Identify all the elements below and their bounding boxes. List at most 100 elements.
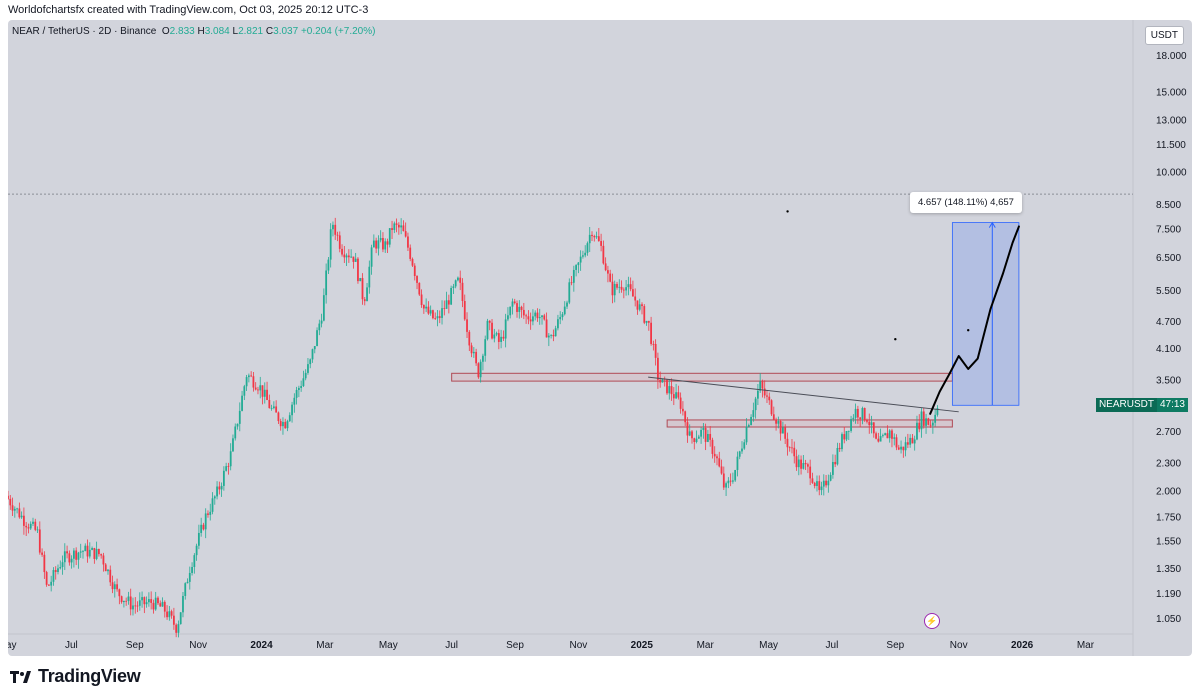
x-tick-label: May [759,640,778,651]
footer-logo[interactable]: TradingView [10,666,141,687]
candle-body [272,406,275,409]
candle-body [61,562,64,568]
candle-body [229,451,232,467]
candle-body [204,513,207,530]
candle-body [457,277,459,281]
candle-body [407,236,409,248]
candle-body [313,346,316,350]
candle-body [263,389,266,397]
candle-body [627,284,630,288]
price-range-measure-box [951,222,1020,406]
candle-body [286,421,289,429]
candle-body [836,447,839,465]
candle-body [725,483,727,488]
candle-body [561,314,564,318]
candle-body [875,433,877,439]
candle-body [902,446,905,451]
chart-canvas[interactable]: 18.000 15.000 13.000 11.500 10.000 8.500 7.500… [8,20,1192,656]
candle-body [868,421,871,426]
candle-body [266,389,268,401]
candle-body [695,438,698,442]
symbol-legend: NEAR / TetherUS · 2D · Binance O2.833 H3… [12,26,375,37]
candle-body [872,422,875,434]
candle-body [891,430,893,439]
candle-body [622,289,625,291]
lightning-icon[interactable]: ⚡ [924,613,940,629]
candle-body [488,320,491,323]
candle-body [138,600,141,606]
candle-body [209,511,212,515]
candle-body [911,437,914,444]
candle-body [443,308,446,309]
candle-body [97,549,100,555]
candle-body [856,408,859,418]
legend-symbol: NEAR / TetherUS · 2D · Binance [12,26,157,37]
candle-body [377,240,380,249]
candle-body [636,300,639,310]
candle-body [659,379,662,383]
candle-body [45,572,48,585]
candle-body [293,397,296,405]
candle-body [518,306,521,312]
y-tick-label: 3.500 [1156,375,1181,386]
chart-panel[interactable]: 18.000 15.000 13.000 11.500 10.000 8.500 7.500… [8,20,1192,656]
projection-drawing [929,225,1020,415]
candle-body [482,355,484,362]
candle-body [66,551,68,554]
candle-body [438,316,441,318]
candle-body [261,385,264,397]
candle-body [125,600,128,602]
candle-body [168,611,171,618]
currency-button[interactable]: USDT [1144,26,1184,45]
candle-body [852,417,855,420]
y-tick-label: 15.000 [1156,87,1187,98]
candle-body [863,408,866,421]
candle-body [59,567,62,569]
candle-body [452,286,455,288]
x-tick-label: May [379,640,398,651]
candle-body [720,466,723,474]
candle-body [557,319,559,329]
candle-body [770,400,773,415]
candle-body [413,265,416,277]
candle-body [534,312,537,317]
candle-body [8,495,9,499]
candle-body [34,521,37,530]
candle-body [654,343,657,358]
x-tick-label: Mar [1077,640,1095,651]
last-price-tag: NEARUSDT 47:13 [1095,398,1188,412]
candle-body [325,270,328,296]
candle-body [220,485,223,490]
candle-body [470,345,473,354]
candle-body [491,322,493,339]
candle-body [602,245,605,264]
candle-body [393,223,396,230]
candle-body [629,284,632,290]
candle-body [311,349,314,360]
candle-body [152,602,155,610]
candle-body [709,433,712,440]
y-tick-label: 1.050 [1156,614,1181,625]
candle-body [129,596,132,610]
candle-body [777,421,780,424]
x-tick-label: 2025 [631,640,654,651]
candle-body [120,596,123,603]
candle-body [936,408,939,415]
candle-body [688,431,691,436]
x-tick-label: Nov [950,640,968,651]
candle-body [345,255,348,258]
candle-body [127,596,130,601]
candle-body [797,459,800,468]
candle-body [341,248,343,255]
x-tick-label: Sep [886,640,904,651]
candle-body [920,411,923,430]
price-tag-countdown: 47:13 [1156,398,1188,412]
candle-body [157,597,159,604]
candle-body [397,224,400,228]
candle-body [241,395,243,411]
brand-wordmark: TradingView [38,666,141,686]
measure-arrow-head [988,221,996,228]
candle-body [170,611,173,616]
candle-body [934,414,937,423]
candle-body [48,584,50,586]
